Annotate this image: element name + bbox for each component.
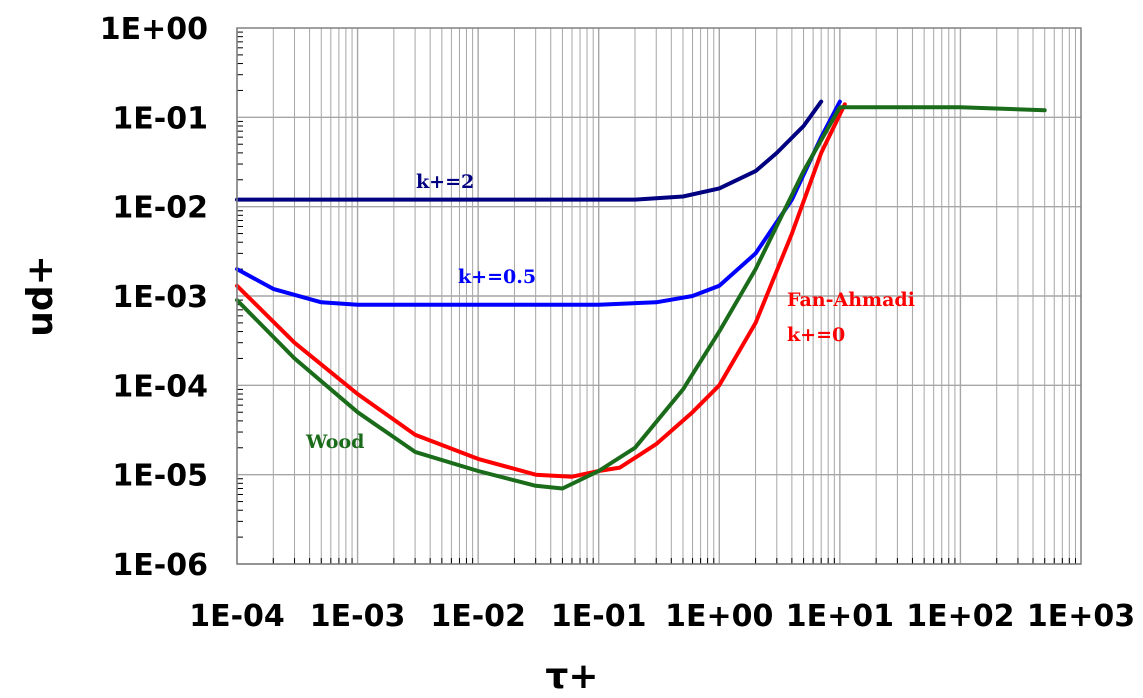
y-tick-labels: 1E+00 1E-01 1E-02 1E-03 1E-04 1E-05 1E-06 [100,12,208,583]
series-line-3 [235,102,847,479]
x-tick-label: 1E-02 [430,599,526,634]
x-tick-label: 1E+01 [786,599,894,634]
y-tick-label: 1E-05 [112,459,208,494]
x-axis-title: τ+ [545,656,598,697]
series-line-1 [235,99,824,202]
annotation-wood: Wood [305,431,364,453]
y-tick-label: 1E-03 [112,280,208,315]
annotation-k-plus-0-5: k+=0.5 [458,266,536,288]
x-tick-label: 1E-04 [189,599,285,634]
annotations: k+=2 k+=0.5 Fan-Ahmadi k+=0 Wood [305,171,915,453]
y-tick-label: 1E+00 [100,12,208,47]
y-tick-label: 1E-06 [112,548,208,583]
x-tick-label: 1E+02 [906,599,1014,634]
x-tick-label: 1E+03 [1027,599,1135,634]
y-axis-title: ud+ [20,255,61,337]
x-tick-labels: 1E-04 1E-03 1E-02 1E-01 1E+00 1E+01 1E+02 1E+03 [189,599,1135,634]
x-tick-label: 1E-01 [551,599,647,634]
y-tick-label: 1E-01 [112,101,208,136]
y-tick-label: 1E-02 [112,191,208,226]
series-group [235,99,1047,491]
series-line-2 [235,99,842,307]
plot-frame [236,27,1082,565]
series-line-4 [235,105,1047,491]
y-tick-label: 1E-04 [112,369,208,404]
annotation-fan-ahmadi: Fan-Ahmadi [787,289,915,311]
annotation-k-plus-2: k+=2 [416,171,474,193]
grid [236,28,1081,565]
x-tick-label: 1E-03 [310,599,406,634]
x-tick-label: 1E+00 [665,599,773,634]
annotation-k-plus-0: k+=0 [787,324,845,346]
